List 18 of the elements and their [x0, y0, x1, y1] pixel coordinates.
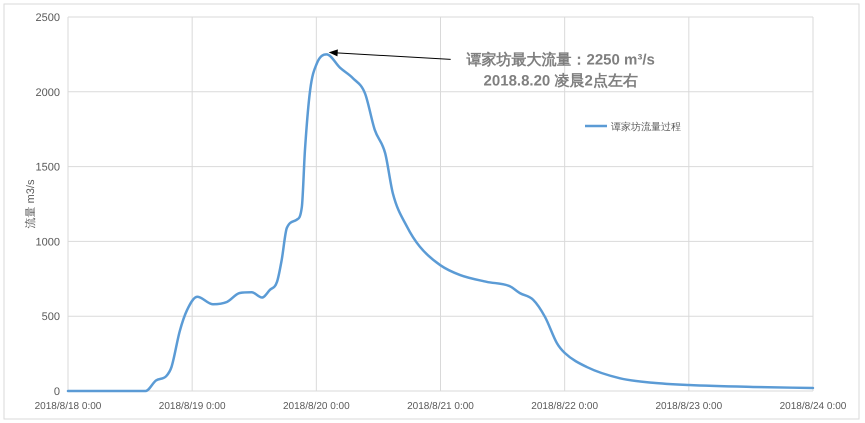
legend-label: 谭家坊流量过程 [611, 121, 681, 133]
y-axis-title: 流量 m3/s [24, 179, 37, 228]
annotation: 谭家坊最大流量：2250 m³/s 2018.8.20 凌晨2点左右 [328, 49, 655, 90]
y-tick-label: 500 [42, 311, 60, 324]
y-tick-label: 0 [54, 386, 60, 398]
x-tick-label: 2018/8/22 0:00 [531, 401, 598, 412]
x-tick-label: 2018/8/18 0:00 [34, 401, 102, 412]
x-tick-label: 2018/8/19 0:00 [158, 401, 226, 412]
y-tick-label: 1500 [36, 162, 60, 174]
x-tick-label: 2018/8/24 0:00 [780, 401, 847, 412]
legend: 谭家坊流量过程 [585, 122, 681, 133]
x-tick-label: 2018/8/21 0:00 [407, 401, 474, 412]
y-tick-label: 1000 [36, 236, 60, 248]
x-tick-label: 2018/8/23 0:00 [655, 401, 723, 412]
y-tick-label: 2000 [36, 86, 60, 99]
x-tick-label: 2018/8/20 0:00 [282, 401, 350, 412]
annotation: 谭家坊最大流量：2250 m³/s 2018.8.20 凌晨2点左右 [465, 50, 655, 90]
y-tick-label: 2500 [36, 12, 60, 24]
